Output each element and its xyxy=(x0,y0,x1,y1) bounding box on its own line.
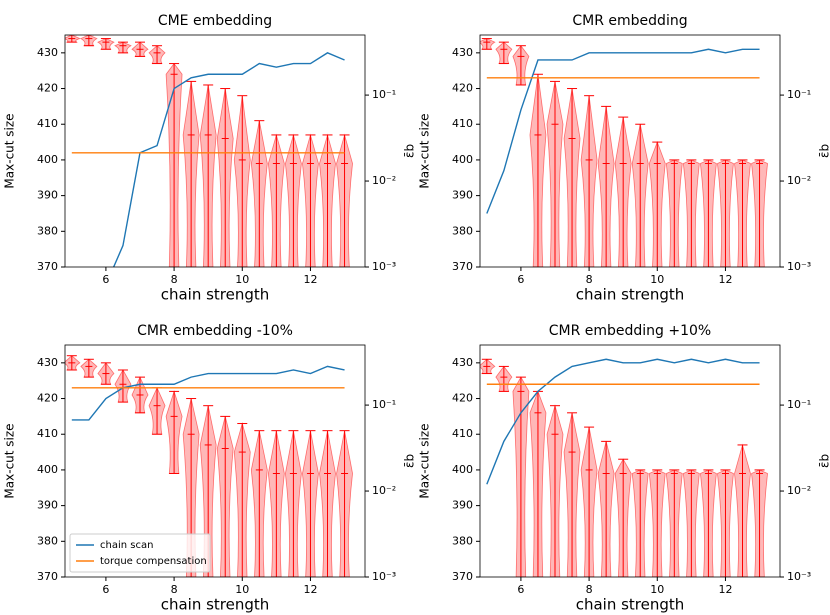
y-tick-label: 430 xyxy=(452,46,473,59)
x-tick-label: 6 xyxy=(517,583,524,596)
x-tick-label: 12 xyxy=(303,273,317,286)
y-tick-label: 420 xyxy=(452,82,473,95)
y-tick-label: 380 xyxy=(37,534,58,547)
plot-area xyxy=(480,38,768,267)
legend-box xyxy=(69,533,211,573)
y-label: Max-cut size xyxy=(418,423,432,498)
x-tick-label: 6 xyxy=(517,273,524,286)
y-tick-label: 370 xyxy=(37,570,58,583)
y2-tick-label: 10⁻² xyxy=(787,174,811,187)
y-tick-label: 420 xyxy=(37,392,58,405)
y-tick-label: 390 xyxy=(37,189,58,202)
x-tick-label: 10 xyxy=(650,583,664,596)
y2-tick-label: 10⁻¹ xyxy=(787,398,811,411)
y2-label: ε̄b xyxy=(403,144,417,158)
axes-frame xyxy=(64,34,366,268)
x-tick-label: 10 xyxy=(650,273,664,286)
y-tick-label: 410 xyxy=(452,427,473,440)
x-tick-label: 6 xyxy=(102,583,109,596)
y2-tick-label: 10⁻¹ xyxy=(372,88,396,101)
y-tick-label: 380 xyxy=(452,224,473,237)
title: CMR embedding xyxy=(572,13,687,29)
series-line xyxy=(71,365,345,421)
y-tick-label: 390 xyxy=(452,189,473,202)
x-label: chain strength xyxy=(161,596,270,614)
x-label: chain strength xyxy=(576,286,685,304)
series-line xyxy=(486,358,760,485)
y2-tick-label: 10⁻² xyxy=(787,484,811,497)
plot-area xyxy=(65,35,353,267)
y-tick-label: 420 xyxy=(452,392,473,405)
title: CMR embedding -10% xyxy=(137,323,293,339)
y-tick-label: 400 xyxy=(452,153,473,166)
axes-frame xyxy=(64,344,366,578)
x-tick-label: 12 xyxy=(718,583,732,596)
y-tick-label: 410 xyxy=(37,427,58,440)
y-tick-label: 430 xyxy=(452,356,473,369)
x-label: chain strength xyxy=(161,286,270,304)
y-label: Max-cut size xyxy=(3,423,17,498)
x-tick-label: 12 xyxy=(303,583,317,596)
x-tick-label: 8 xyxy=(586,583,593,596)
y2-tick-label: 10⁻² xyxy=(372,484,396,497)
y-tick-label: 380 xyxy=(452,534,473,547)
y-tick-label: 410 xyxy=(452,117,473,130)
y-tick-label: 400 xyxy=(452,463,473,476)
y2-tick-label: 10⁻³ xyxy=(372,260,396,273)
x-label: chain strength xyxy=(576,596,685,614)
y-tick-label: 380 xyxy=(37,224,58,237)
y-label: Max-cut size xyxy=(3,113,17,188)
legend-label: torque compensation xyxy=(100,556,207,567)
y-tick-label: 390 xyxy=(452,499,473,512)
y2-label: ε̄b xyxy=(403,454,417,468)
x-tick-label: 10 xyxy=(235,583,249,596)
y2-tick-label: 10⁻³ xyxy=(787,260,811,273)
y2-tick-label: 10⁻³ xyxy=(787,570,811,583)
y2-label: ε̄b xyxy=(818,454,830,468)
x-tick-label: 6 xyxy=(102,273,109,286)
title: CME embedding xyxy=(158,13,272,29)
plot-area xyxy=(65,355,353,577)
plot-area xyxy=(480,358,768,577)
x-tick-label: 8 xyxy=(171,583,178,596)
x-tick-label: 12 xyxy=(718,273,732,286)
y2-label: ε̄b xyxy=(818,144,830,158)
y2-tick-label: 10⁻² xyxy=(372,174,396,187)
y-tick-label: 370 xyxy=(37,260,58,273)
axes-frame xyxy=(479,34,781,268)
series-line xyxy=(112,52,345,267)
x-tick-label: 10 xyxy=(235,273,249,286)
y2-tick-label: 10⁻¹ xyxy=(372,398,396,411)
y-tick-label: 420 xyxy=(37,82,58,95)
y-tick-label: 370 xyxy=(452,570,473,583)
y-tick-label: 410 xyxy=(37,117,58,130)
x-tick-label: 8 xyxy=(171,273,178,286)
y-tick-label: 400 xyxy=(37,153,58,166)
y-tick-label: 390 xyxy=(37,499,58,512)
y2-tick-label: 10⁻¹ xyxy=(787,88,811,101)
x-tick-label: 8 xyxy=(586,273,593,286)
y-tick-label: 400 xyxy=(37,463,58,476)
series-line xyxy=(486,48,760,214)
y-tick-label: 430 xyxy=(37,356,58,369)
y-tick-label: 370 xyxy=(452,260,473,273)
axes-frame xyxy=(479,344,781,578)
title: CMR embedding +10% xyxy=(549,323,712,339)
y-label: Max-cut size xyxy=(418,113,432,188)
legend-label: chain scan xyxy=(100,540,153,551)
y-tick-label: 430 xyxy=(37,46,58,59)
y2-tick-label: 10⁻³ xyxy=(372,570,396,583)
